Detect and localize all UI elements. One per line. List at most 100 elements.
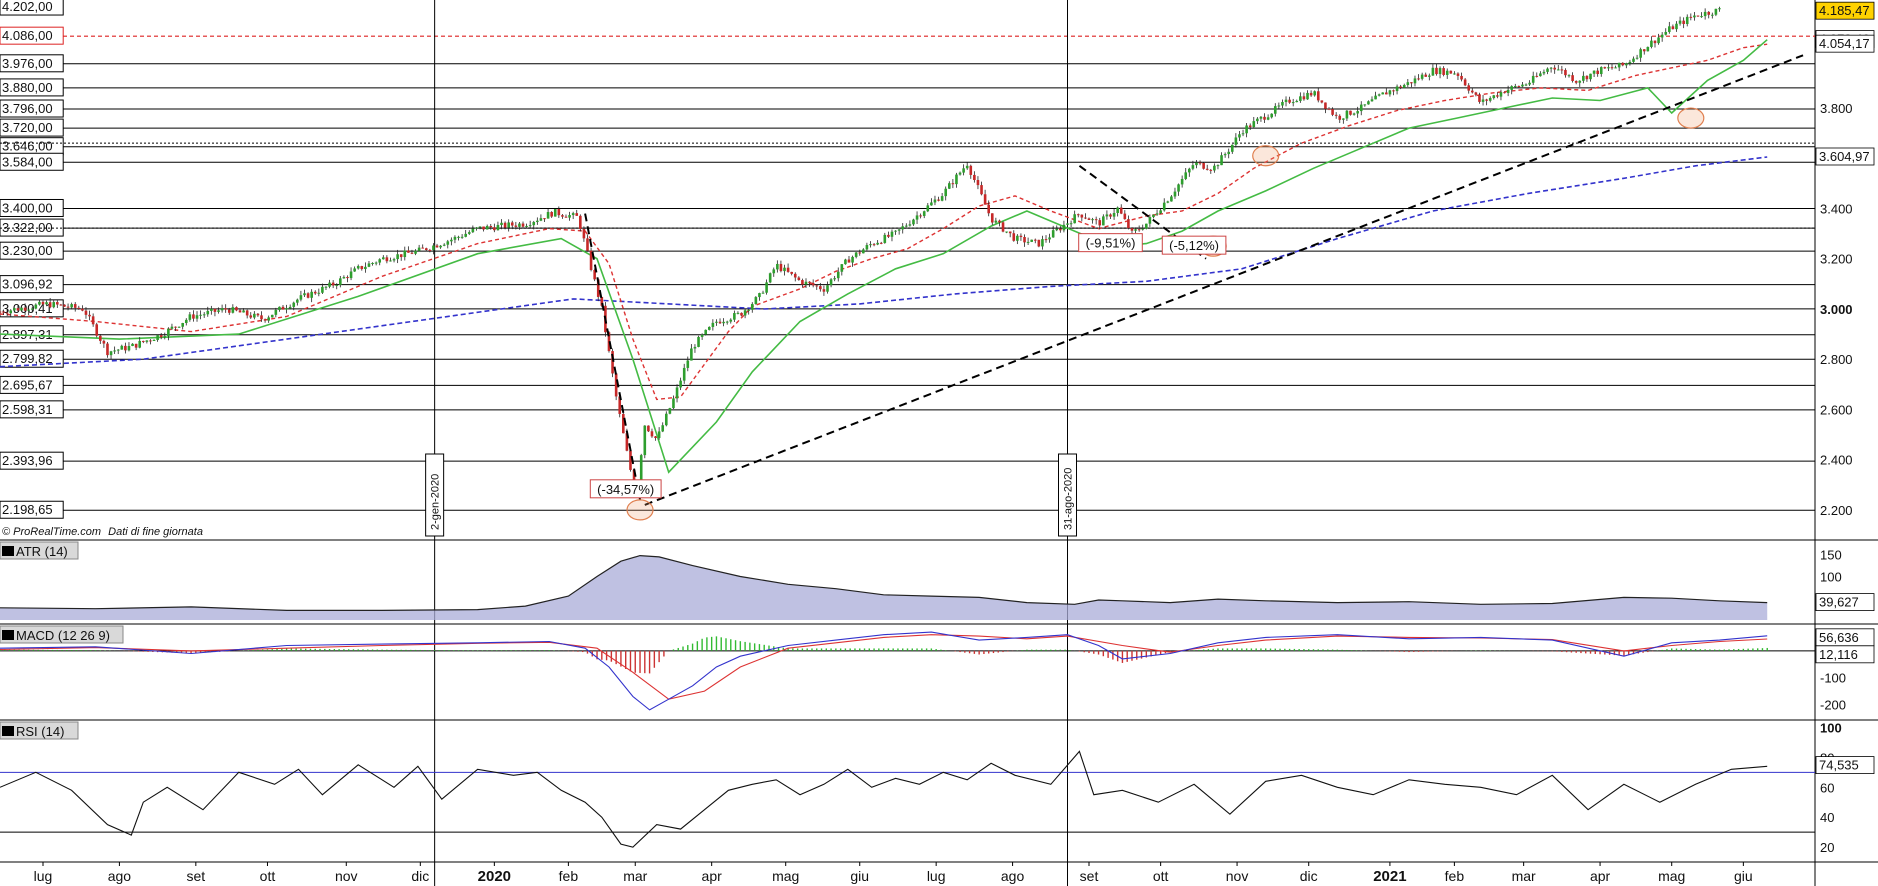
- price-candle-body: [1603, 67, 1607, 69]
- price-candle-body: [589, 250, 593, 270]
- marked-point: [1677, 107, 1705, 129]
- price-candle-body: [442, 244, 446, 246]
- price-candle-body: [1270, 113, 1273, 118]
- price-candle-body: [1069, 223, 1073, 225]
- price-candle-body: [1349, 110, 1352, 115]
- price-candle-body: [20, 307, 23, 311]
- price-candle-body: [510, 222, 514, 226]
- price-candle-body: [1374, 95, 1377, 100]
- price-candle-body: [1513, 86, 1517, 88]
- price-candle-body: [1503, 92, 1506, 94]
- price-candle-body: [245, 310, 249, 316]
- price-candle-body: [525, 225, 528, 227]
- price-candle-body: [865, 245, 869, 250]
- level-label-box: [0, 325, 64, 344]
- price-candle-body: [482, 226, 485, 230]
- price-candle-body: [693, 346, 697, 349]
- price-candle-body: [1281, 102, 1284, 106]
- level-label: 2.799,82: [2, 351, 53, 366]
- price-candle-body: [1367, 101, 1370, 105]
- rsi-tick-label: 100: [1820, 720, 1842, 735]
- price-candle-body: [1098, 220, 1102, 226]
- price-candle-body: [1288, 99, 1291, 103]
- price-candle-body: [958, 172, 962, 175]
- price-candle-body: [740, 312, 743, 316]
- price-candle-body: [571, 213, 575, 216]
- price-candle-body: [1127, 219, 1130, 229]
- x-tick-label: mar: [1512, 868, 1536, 884]
- price-candle-body: [202, 314, 206, 316]
- price-candle-body: [743, 310, 747, 316]
- price-candle-body: [292, 302, 296, 307]
- price-candle-body: [876, 242, 879, 245]
- price-candle-body: [707, 326, 711, 330]
- price-candle-body: [973, 174, 976, 181]
- level-label-box: [0, 400, 64, 419]
- price-candle-body: [1420, 74, 1424, 79]
- price-candle-body: [500, 222, 503, 226]
- price-candle-body: [897, 229, 901, 231]
- price-candle-body: [1546, 68, 1549, 72]
- x-tick-label: lug: [927, 868, 946, 884]
- x-tick-label: ott: [1153, 868, 1169, 884]
- level-label-box: [0, 54, 64, 73]
- price-candle-body: [381, 257, 385, 260]
- price-candle-body: [582, 229, 586, 239]
- price-candle-body: [0, 311, 2, 313]
- price-candle-body: [761, 292, 765, 294]
- price-candle-body: [1625, 63, 1628, 66]
- price-candle-body: [1635, 57, 1639, 59]
- price-candle-body: [457, 236, 460, 238]
- price-candle-body: [786, 267, 790, 272]
- price-candle-body: [407, 250, 410, 253]
- price-candle-body: [485, 225, 489, 230]
- rsi-last-box: [1815, 756, 1875, 774]
- price-candle-body: [1220, 155, 1223, 166]
- price-candle-body: [1596, 70, 1599, 75]
- price-candle-body: [328, 282, 331, 287]
- price-candle-body: [844, 259, 847, 265]
- price-candle-body: [188, 314, 192, 320]
- level-label-box: [0, 0, 64, 16]
- rsi-panel: RSI (14)1008060402074,535: [0, 719, 1878, 855]
- price-candle-body: [1155, 213, 1159, 215]
- price-candle-body: [822, 289, 826, 292]
- price-candle-body: [1542, 71, 1546, 74]
- price-candle-body: [439, 245, 442, 248]
- price-candle-body: [869, 244, 872, 246]
- price-candle-body: [969, 165, 973, 175]
- price-candle-body: [1141, 228, 1145, 230]
- price-candle-body: [1592, 70, 1596, 74]
- price-candle-body: [1431, 67, 1435, 76]
- level-label-box: [0, 118, 64, 137]
- price-candle-body: [364, 266, 367, 270]
- price-candle-body: [697, 336, 700, 347]
- price-candle-body: [263, 319, 267, 321]
- price-candle-body: [779, 263, 783, 272]
- price-candle-body: [715, 321, 718, 323]
- rsi-line: [0, 750, 1768, 848]
- price-candle-body: [776, 263, 779, 270]
- level-label-box: [0, 241, 64, 260]
- price-candle-body: [539, 218, 543, 221]
- price-candle-body: [650, 431, 654, 437]
- price-candle-body: [63, 304, 66, 307]
- price-candle-body: [793, 273, 797, 278]
- price-candle-body: [682, 367, 686, 381]
- rsi-tick-label: 60: [1820, 780, 1834, 795]
- price-candle-body: [826, 285, 829, 292]
- price-candle-body: [912, 219, 915, 225]
- price-candle-body: [1359, 104, 1363, 112]
- price-candle-body: [1496, 95, 1499, 97]
- price-candle-body: [1173, 191, 1177, 197]
- price-candle-body: [1116, 207, 1119, 213]
- price-candle-body: [521, 223, 525, 227]
- price-candle-body: [1080, 214, 1084, 218]
- price-candle-body: [170, 326, 174, 329]
- price-candle-body: [1316, 91, 1320, 101]
- atr-line: [0, 554, 1768, 612]
- price-candle-body: [990, 213, 994, 223]
- price-candle-body: [41, 301, 45, 305]
- price-candle-body: [1621, 62, 1625, 66]
